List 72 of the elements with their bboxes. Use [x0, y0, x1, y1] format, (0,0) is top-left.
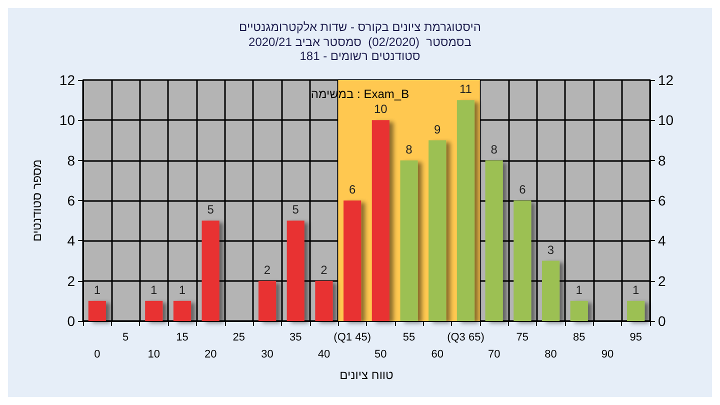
x-tick-label: (Q1 45) [334, 332, 371, 344]
x-tick-label: 25 [232, 332, 246, 344]
bar [627, 300, 645, 321]
y-tick-label: 4 [67, 232, 76, 249]
y-tick-label: 10 [59, 112, 76, 128]
data-label: 5 [292, 202, 300, 217]
x-tick-label: 95 [630, 332, 642, 344]
data-label: 1 [632, 282, 640, 297]
data-label: 9 [434, 122, 442, 136]
bar [514, 200, 532, 321]
y-axis-title: מספר סטודנטים [30, 159, 44, 242]
y2-tick-label: 6 [658, 192, 666, 208]
data-label: 8 [490, 142, 498, 156]
bar [315, 280, 333, 321]
data-label: 2 [264, 262, 271, 277]
bar [145, 300, 163, 321]
bar [428, 140, 446, 321]
y-tick-label: 12 [59, 72, 76, 88]
bar [173, 300, 192, 321]
bar [456, 100, 475, 321]
x-tick-label: 75 [516, 332, 529, 344]
y2-tick-label: 8 [658, 152, 666, 168]
data-label: 8 [406, 142, 413, 156]
x-tick-label: 15 [176, 332, 188, 344]
bar [258, 280, 276, 321]
x-tick-label: 50 [374, 348, 387, 360]
y2-tick-label: 12 [658, 72, 674, 88]
bar [542, 260, 560, 321]
data-label: 1 [94, 282, 101, 297]
y2-tick-label: 2 [658, 272, 666, 289]
data-label: 10 [374, 102, 388, 116]
data-label: 3 [547, 242, 554, 257]
bar [372, 120, 390, 321]
bar [344, 200, 362, 321]
bar [286, 220, 304, 321]
x-tick-label: 60 [431, 348, 444, 360]
x-tick-label: 35 [290, 332, 302, 344]
x-tick-label: 40 [318, 348, 330, 360]
data-label: 1 [178, 282, 186, 297]
x-axis-title: טווח ציונים [340, 368, 394, 382]
y2-tick-label: 4 [658, 232, 666, 249]
bar [570, 300, 588, 321]
y2-tick-label: 0 [658, 313, 666, 329]
chart-title: היסטוגרמת ציונים בקורס - שדות אלקטרומגנטיים [239, 20, 481, 34]
data-label: 5 [207, 202, 214, 217]
x-tick-label: 5 [122, 332, 129, 344]
data-label: 1 [576, 282, 583, 297]
x-tick-label: 70 [488, 348, 500, 360]
x-tick-label: 85 [573, 332, 586, 344]
x-tick-label: (Q3 65) [447, 332, 484, 344]
data-label: 2 [320, 262, 328, 277]
bar [485, 160, 503, 321]
x-tick-label: 80 [544, 348, 557, 360]
x-tick-label: 90 [601, 348, 614, 360]
x-tick-label: 10 [148, 348, 160, 360]
x-tick-label: 30 [261, 348, 274, 360]
y-tick-label: 0 [67, 313, 76, 329]
x-tick-label: 20 [204, 348, 217, 360]
data-label: 6 [348, 182, 356, 196]
bar [202, 220, 220, 321]
data-label: 11 [459, 82, 472, 96]
chart-subtitle: בסמסטר (02/2020) סמסטר אביב 2020/21 סטודנטים רשומים - 181 [248, 35, 472, 63]
data-label: 6 [519, 182, 526, 196]
y-tick-label: 8 [67, 152, 76, 168]
y2-tick-label: 10 [658, 112, 674, 128]
data-label: 1 [150, 282, 158, 297]
y-tick-label: 2 [67, 272, 76, 289]
y-tick-label: 6 [67, 192, 76, 208]
bar [400, 160, 418, 321]
bar [88, 300, 106, 321]
x-tick-label: 0 [94, 348, 100, 360]
x-tick-label: 55 [402, 332, 416, 344]
